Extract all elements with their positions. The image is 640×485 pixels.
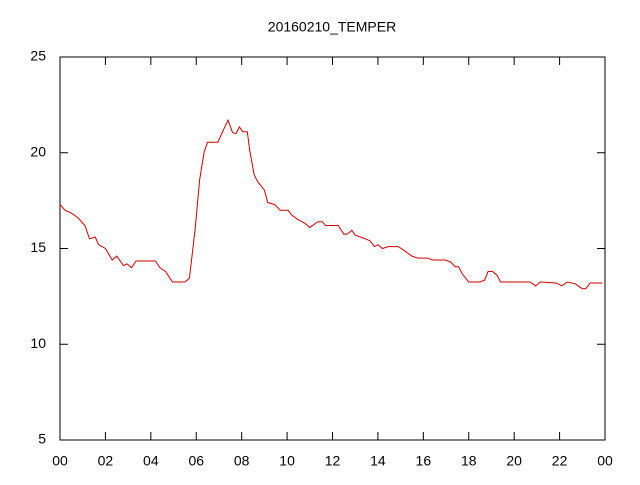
y-tick-label: 20 bbox=[30, 143, 46, 159]
x-tick-label: 14 bbox=[370, 453, 386, 469]
data-line bbox=[59, 118, 603, 290]
x-tick-label: 06 bbox=[188, 453, 204, 469]
x-tick-label: 16 bbox=[416, 453, 432, 469]
x-tick-label: 00 bbox=[597, 453, 613, 469]
y-tick-label: 15 bbox=[30, 239, 46, 255]
x-tick-label: 20 bbox=[506, 453, 522, 469]
x-tick-label: 02 bbox=[98, 453, 114, 469]
x-tick-label: 04 bbox=[143, 453, 159, 469]
x-tick-label: 10 bbox=[279, 453, 295, 469]
y-tick-label: 10 bbox=[30, 335, 46, 351]
x-tick-label: 22 bbox=[552, 453, 568, 469]
x-tick-label: 08 bbox=[234, 453, 250, 469]
x-tick-label: 12 bbox=[325, 453, 341, 469]
chart-title: 20160210_TEMPER bbox=[268, 19, 396, 35]
y-tick-label: 25 bbox=[30, 48, 46, 64]
x-tick-label: 18 bbox=[461, 453, 477, 469]
x-tick-label: 00 bbox=[52, 453, 68, 469]
y-tick-label: 5 bbox=[38, 431, 46, 447]
